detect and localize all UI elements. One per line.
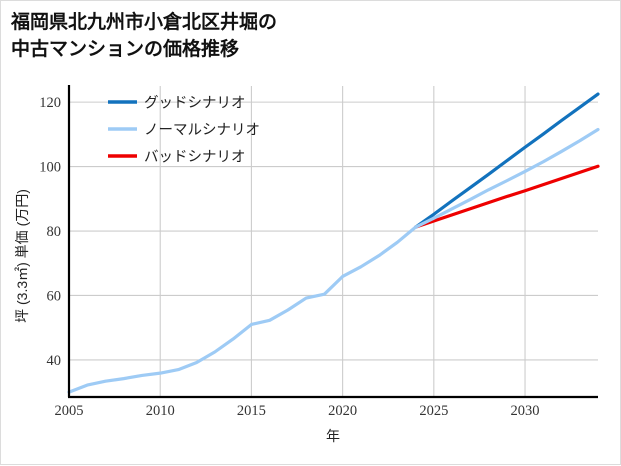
axes-lines <box>67 85 598 399</box>
x-tick-label: 2015 <box>237 403 266 419</box>
x-axis-title: 年 <box>326 428 340 444</box>
y-tick-label: 120 <box>39 95 61 111</box>
legend-label: ノーマルシナリオ <box>144 123 260 139</box>
legend-label: バッドシナリオ <box>144 150 246 166</box>
y-tick-label: 100 <box>39 160 61 176</box>
x-axis-tick-labels: 2005 2010 2015 2020 2025 2030 <box>55 403 540 419</box>
series-line <box>413 164 600 229</box>
y-tick-label: 80 <box>47 224 62 240</box>
x-tick-label: 2025 <box>419 403 448 419</box>
x-tick-label: 2030 <box>511 403 540 419</box>
series-line <box>67 127 600 394</box>
data-series-group <box>67 92 600 394</box>
page-title: 福岡県北九州市小倉北区井堀の 中古マンションの価格推移 <box>11 12 278 60</box>
gridlines <box>68 86 598 397</box>
y-tick-label: 40 <box>47 353 62 369</box>
series-line <box>413 92 600 229</box>
x-tick-label: 2005 <box>55 403 84 419</box>
y-axis-tick-labels: 40 60 80 100 120 <box>39 95 61 369</box>
y-tick-label: 60 <box>47 288 62 304</box>
legend-label: グッドシナリオ <box>144 95 246 112</box>
x-tick-label: 2010 <box>146 403 175 419</box>
y-axis-title: 坪 (3.3㎡) 単価 (万円) <box>14 189 30 323</box>
x-tick-label: 2020 <box>328 403 357 419</box>
